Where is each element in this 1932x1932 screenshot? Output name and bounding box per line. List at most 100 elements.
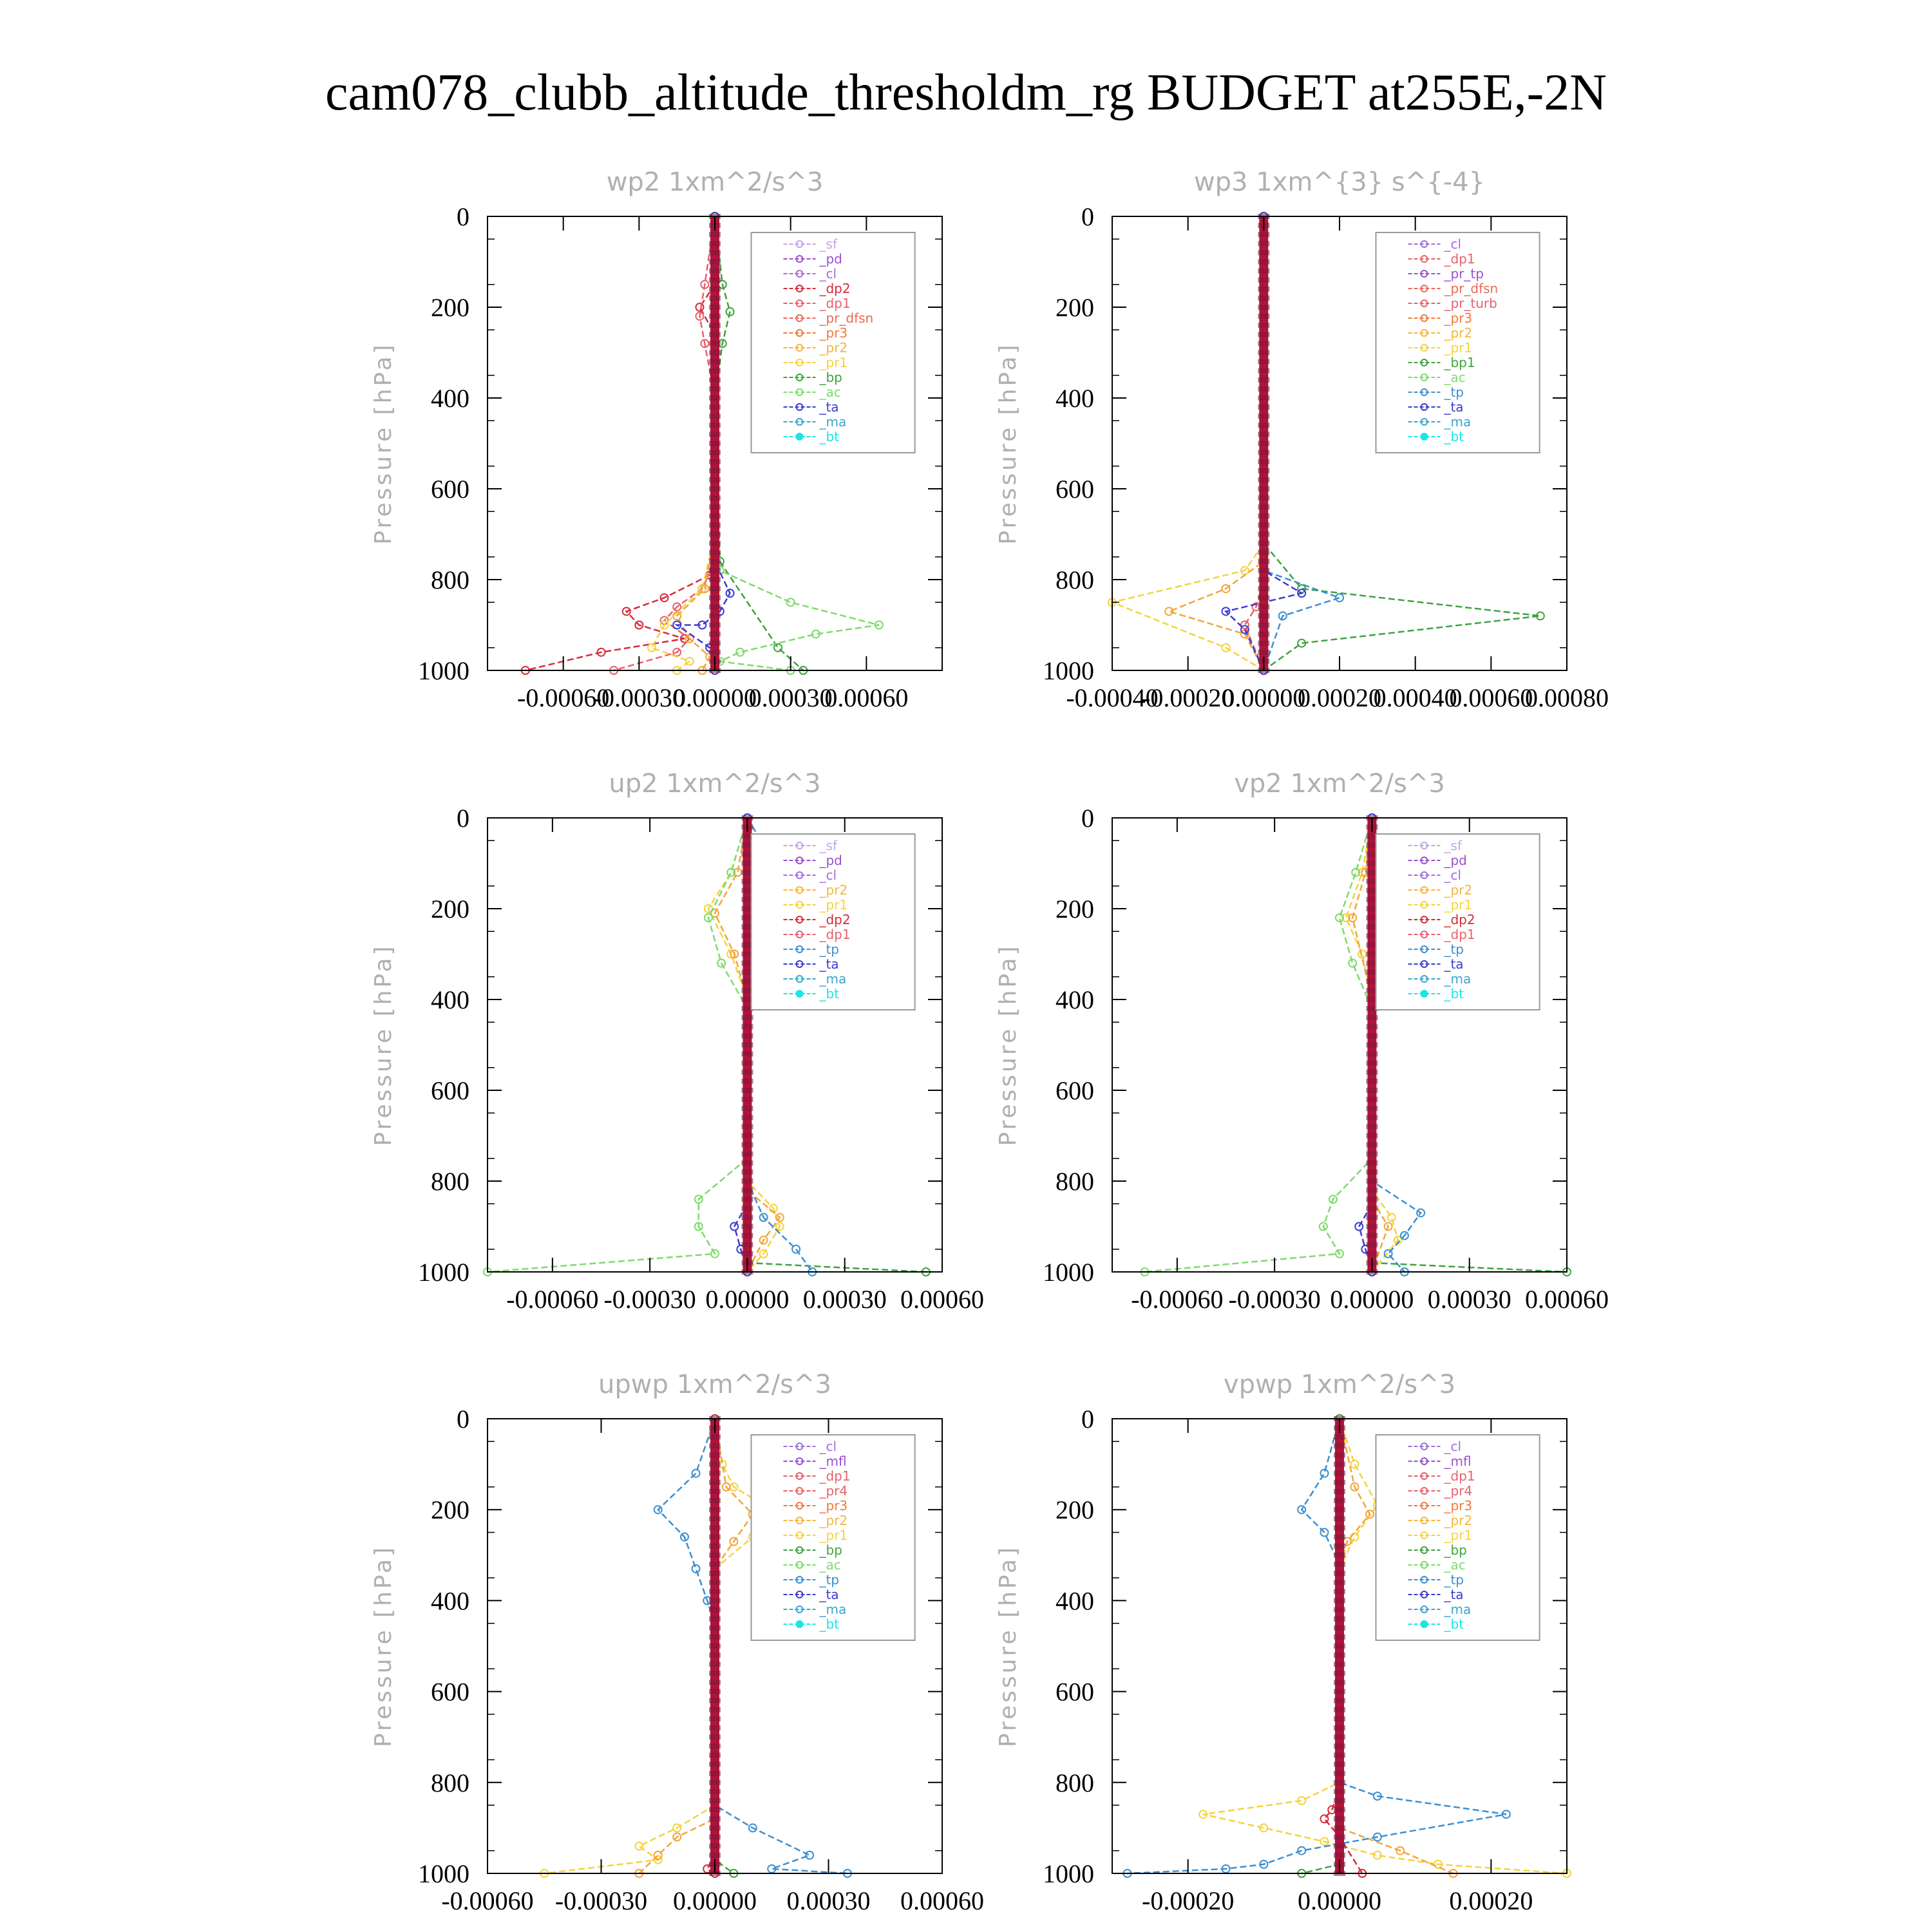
bt-marker [1258,286,1270,292]
bt-marker [1258,431,1270,437]
bt-marker [1258,332,1270,337]
y-tick-label: 200 [1056,293,1094,322]
legend-marker [1420,857,1428,864]
y-tick-label: 200 [1056,1495,1094,1524]
bt-marker [741,878,753,884]
bt-marker [1366,1197,1378,1202]
bt-marker [709,540,721,546]
series-point-tp [759,1213,768,1222]
legend-marker [1420,990,1428,998]
legend-marker [795,314,804,322]
bt-marker [1258,586,1270,592]
legend-label: _ta [819,399,838,415]
legend-marker [1420,886,1428,894]
legend-label: _ta [819,1587,838,1602]
series-point-tp [767,1864,777,1873]
y-tick-label: 800 [1056,1768,1094,1797]
bt-marker [741,1069,753,1075]
legend-label: _pr2 [819,1513,848,1528]
legend-label: _pr3 [1443,310,1472,326]
panel-title: wp3 1xm^{3} s^{-4} [1194,167,1485,197]
series-point-pr2 [1297,1796,1307,1806]
legend-label: _bt [819,986,839,1001]
legend-label: _dp2 [819,281,850,296]
bt-marker [709,1552,721,1558]
bt-marker [709,250,721,256]
x-tick-label: 0.00000 [673,683,757,712]
legend-label: _ma [1443,971,1471,987]
x-tick-label: -0.00030 [593,683,685,712]
legend-marker [1420,285,1428,292]
bt-marker [1258,477,1270,482]
bt-marker [741,969,753,975]
y-tick-label: 200 [431,1495,469,1524]
legend-marker [795,960,804,968]
bt-marker [709,531,721,537]
legend-label: _pr1 [819,897,848,913]
bt-marker [741,1088,753,1093]
bt-marker [1258,377,1270,383]
series-point-tp [1259,1859,1269,1869]
bt-marker [1366,1233,1378,1238]
legend-label: _dp1 [819,296,850,311]
legend-marker [795,1620,804,1628]
series-point-ta [697,620,707,630]
series-line-dp1 [613,216,716,672]
legend-label: _bt [819,429,839,444]
chart-panel: vpwp 1xm^2/s^3 Pressure [hPa] 0 200 400 600 80… [995,1370,1571,1915]
bt-marker [1258,305,1270,310]
series-point-pr2 [1358,949,1367,959]
bt-marker [709,1534,721,1540]
legend-label: _cl [819,867,837,883]
bt-marker [709,377,721,383]
bt-marker [1366,997,1378,1002]
bt-marker [709,640,721,646]
series-line-dp2 [525,216,716,672]
legend-label: _pd [1443,853,1466,868]
bt-marker [1334,1625,1345,1631]
bt-marker [1258,549,1270,555]
legend-marker [1420,270,1428,278]
bt-marker [741,997,753,1002]
bt-marker [709,504,721,510]
bt-marker [1334,1516,1345,1522]
bt-marker [709,477,721,482]
legend-marker [1420,871,1428,879]
series-point-dp1 [1328,1195,1338,1204]
bt-marker [709,595,721,601]
legend-marker [1420,1502,1428,1510]
bt-marker [741,933,753,939]
series-point-pr1 [1164,607,1174,616]
legend-label: _sf [819,838,837,853]
bt-marker [1258,413,1270,419]
legend-marker [795,1591,804,1598]
bt-marker [709,577,721,582]
bt-marker [1366,924,1378,930]
legend-marker [795,240,804,248]
bt-marker [1366,1160,1378,1166]
bt-marker [709,1662,721,1667]
bt-marker [1334,1761,1345,1767]
bt-marker [709,404,721,410]
series-point-dp1 [703,913,713,923]
bt-marker [1258,522,1270,528]
x-tick-label: -0.00020 [1142,683,1234,712]
series-point-tp [691,1564,701,1573]
bt-marker [1334,1752,1345,1758]
bt-marker [709,1698,721,1703]
bt-marker [1366,1188,1378,1193]
bt-marker [709,395,721,401]
bt-marker [1258,577,1270,582]
y-axis-label: Pressure [hPa] [370,342,397,544]
bt-marker [1366,887,1378,893]
bt-marker [1366,1206,1378,1211]
bt-marker [709,413,721,419]
series-point-dp1 [694,1222,703,1231]
series-point-dp1 [717,958,726,968]
bt-marker [741,1115,753,1121]
series-line-pr1 [638,1418,754,1874]
bt-marker [1366,1106,1378,1112]
series-line-pr2 [1109,216,1265,672]
x-tick-label: 0.00060 [900,1886,984,1915]
series-point-dp1 [1351,867,1361,877]
